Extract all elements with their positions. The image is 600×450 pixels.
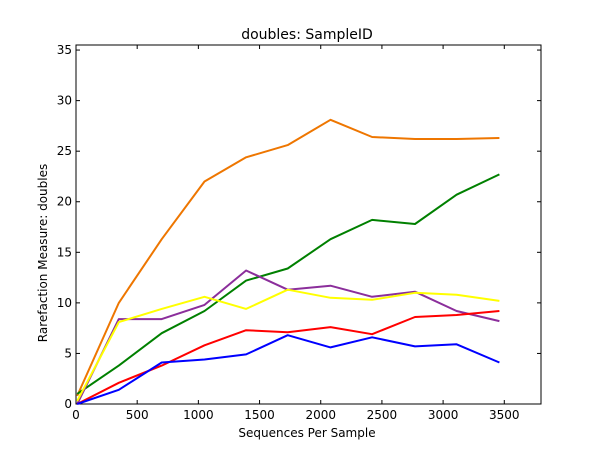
series-line-4 bbox=[76, 310, 500, 405]
y-tick-label-2: 10 bbox=[57, 296, 72, 310]
y-tick-label-3: 15 bbox=[57, 245, 72, 259]
y-tick-label-5: 25 bbox=[57, 144, 72, 158]
series-line-0 bbox=[76, 118, 500, 397]
series-line-5 bbox=[76, 334, 500, 405]
series-line-1 bbox=[76, 173, 500, 395]
x-tick-label-6: 3000 bbox=[428, 408, 459, 422]
x-tick-label-4: 2000 bbox=[305, 408, 336, 422]
tick-labels: 0 500 1000 1500 2000 2500 3000 3500 0 5 10 15 20 25 30… bbox=[57, 43, 520, 422]
chart-title: doubles: SampleID bbox=[241, 27, 373, 43]
x-tick-label-7: 3500 bbox=[489, 408, 520, 422]
series-lines bbox=[76, 118, 500, 405]
x-tick-label-3: 1500 bbox=[244, 408, 275, 422]
y-tick-label-1: 5 bbox=[64, 346, 72, 360]
plot-frame bbox=[75, 44, 542, 405]
y-tick-label-0: 0 bbox=[64, 397, 72, 411]
axis-ticks bbox=[75, 45, 541, 405]
x-tick-label-0: 0 bbox=[72, 408, 80, 422]
y-tick-label-6: 30 bbox=[57, 94, 72, 108]
x-tick-label-1: 500 bbox=[126, 408, 149, 422]
series-line-3 bbox=[76, 288, 500, 402]
y-axis-title: Rarefaction Measure: doubles bbox=[36, 164, 50, 342]
x-tick-label-5: 2500 bbox=[367, 408, 398, 422]
y-tick-label-4: 20 bbox=[57, 195, 72, 209]
x-tick-label-2: 1000 bbox=[183, 408, 214, 422]
x-axis-title: Sequences Per Sample bbox=[238, 426, 375, 440]
y-tick-label-7: 35 bbox=[57, 43, 72, 57]
